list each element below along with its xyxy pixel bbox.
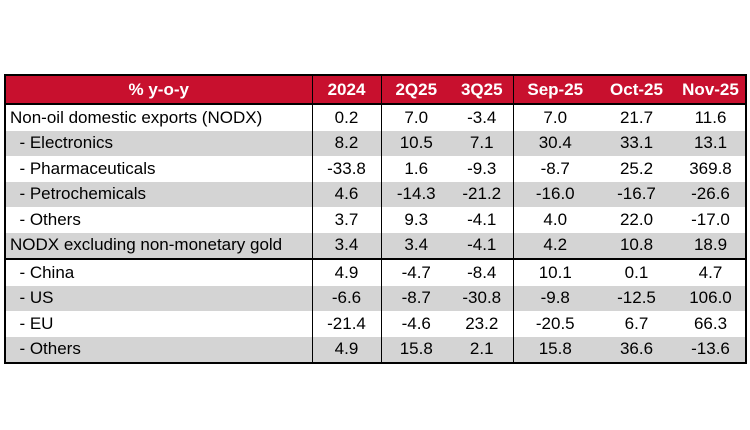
header-2q25: 2Q25 xyxy=(380,74,451,105)
cell-nov-25: 18.9 xyxy=(676,232,747,259)
cell-3q25: -9.3 xyxy=(467,158,497,178)
cell-oct-25: 22.0 xyxy=(619,209,654,229)
cell-3q25: 7.1 xyxy=(451,130,513,156)
table-body: Non-oil domestic exports (NODX) 0.2 7.0 -3.… xyxy=(4,104,747,364)
cell-2q25: 7.0 xyxy=(380,104,451,131)
row-label: - Others xyxy=(4,207,312,233)
cell-oct-25: 21.7 xyxy=(619,107,654,127)
cell-3q25: -30.8 xyxy=(451,285,513,311)
header-row: % y-o-y 2024 2Q25 3Q25 Sep-25 Oct-25 Nov… xyxy=(4,74,747,105)
cell-2q25: -14.3 xyxy=(380,181,451,207)
cell-nov-25: -26.6 xyxy=(676,181,747,207)
row-label: - Electronics xyxy=(4,130,312,156)
table-row: - Electronics 8.2 10.5 7.1 30.4 33.1 13.1 xyxy=(4,130,747,156)
cell-nov-25: 369.8 xyxy=(676,156,747,182)
cell-oct-25: 25.2 xyxy=(619,158,654,178)
cell-oct-25: 36.6 xyxy=(597,336,676,364)
cell-2q25: -4.7 xyxy=(380,258,451,286)
cell-nov-25: 11.6 xyxy=(676,104,747,131)
cell-nov-25: -17.0 xyxy=(676,207,747,233)
cell-nov-25: -13.6 xyxy=(676,336,747,364)
cell-nov-25: 106.0 xyxy=(676,285,747,311)
cell-2q25: -4.6 xyxy=(380,311,451,337)
cell-sep-25: 30.4 xyxy=(512,130,597,156)
cell-2024: -6.6 xyxy=(311,285,381,311)
cell-2024: -21.4 xyxy=(311,311,381,337)
header-sep25: Sep-25 xyxy=(512,74,597,105)
header-label: % y-o-y xyxy=(4,74,312,105)
nodx-growth-table: % y-o-y 2024 2Q25 3Q25 Sep-25 Oct-25 Nov… xyxy=(4,74,747,364)
cell-oct-25: 10.8 xyxy=(597,232,676,259)
cell-nov-25: 13.1 xyxy=(676,130,747,156)
row-label: Non-oil domestic exports (NODX) xyxy=(4,104,312,131)
cell-2024: -33.8 xyxy=(311,156,381,182)
cell-oct-25: -12.5 xyxy=(597,285,676,311)
cell-2024: 4.9 xyxy=(311,258,381,286)
cell-2024: 3.7 xyxy=(311,207,381,233)
row-label: - US xyxy=(4,285,312,311)
header-3q25: 3Q25 xyxy=(451,74,513,105)
cell-sep-25: 10.1 xyxy=(512,258,597,286)
row-label: - Petrochemicals xyxy=(4,181,312,207)
cell-sep-25: -16.0 xyxy=(512,181,597,207)
cell-nov-25: 66.3 xyxy=(676,311,747,337)
table-row: NODX excluding non-monetary gold 3.4 3.4 -4… xyxy=(4,232,747,259)
cell-oct-25: 33.1 xyxy=(597,130,676,156)
cell-3q25: -4.1 xyxy=(467,209,497,229)
cell-3q25: -3.4 xyxy=(467,107,497,127)
cell-2q25: 10.5 xyxy=(380,130,451,156)
cell-sep-25: -8.7 xyxy=(512,156,597,182)
cell-oct-25: 6.7 xyxy=(624,313,649,333)
cell-2024: 4.9 xyxy=(311,336,381,364)
cell-sep-25: 15.8 xyxy=(512,336,597,364)
cell-2q25: 9.3 xyxy=(380,207,451,233)
header-oct25: Oct-25 xyxy=(597,74,676,105)
cell-2024: 0.2 xyxy=(311,104,381,131)
cell-3q25: 2.1 xyxy=(451,336,513,364)
row-label: - Pharmaceuticals xyxy=(4,156,312,182)
table-row: - EU -21.4 -4.6 23.2 -20.5 6.7 66.3 xyxy=(4,311,747,337)
cell-3q25: -8.4 xyxy=(451,258,513,286)
cell-3q25: -21.2 xyxy=(451,181,513,207)
table-row: - China 4.9 -4.7 -8.4 10.1 0.1 4.7 xyxy=(4,258,747,286)
row-label: NODX excluding non-monetary gold xyxy=(4,232,312,259)
cell-3q25: 23.2 xyxy=(465,313,499,333)
cell-nov-25: 4.7 xyxy=(676,258,747,286)
table-row: - Others 4.9 15.8 2.1 15.8 36.6 -13.6 xyxy=(4,336,747,364)
cell-sep-25: 7.0 xyxy=(512,104,597,131)
table-row: - Pharmaceuticals -33.8 1.6 -9.3 -8.7 25.2 369… xyxy=(4,156,747,182)
table-row: - US -6.6 -8.7 -30.8 -9.8 -12.5 106.0 xyxy=(4,285,747,311)
cell-sep-25: -20.5 xyxy=(512,311,597,337)
cell-sep-25: -9.8 xyxy=(512,285,597,311)
cell-oct-25: -16.7 xyxy=(597,181,676,207)
header-2024: 2024 xyxy=(311,74,381,105)
row-label: - China xyxy=(4,258,312,286)
cell-2q25: 3.4 xyxy=(380,232,451,259)
cell-2q25: 15.8 xyxy=(380,336,451,364)
cell-sep-25: 4.2 xyxy=(512,232,597,259)
cell-2q25: -8.7 xyxy=(380,285,451,311)
table-row: - Petrochemicals 4.6 -14.3 -21.2 -16.0 -16.7-… xyxy=(4,181,747,207)
nodx-table-container: % y-o-y 2024 2Q25 3Q25 Sep-25 Oct-25 Nov… xyxy=(4,74,747,364)
cell-2024: 8.2 xyxy=(311,130,381,156)
header-nov25: Nov-25 xyxy=(676,74,747,105)
cell-2024: 3.4 xyxy=(311,232,381,259)
cell-2024: 4.6 xyxy=(311,181,381,207)
row-label: - EU xyxy=(4,311,312,337)
cell-3q25: -4.1 xyxy=(451,232,513,259)
cell-oct-25: 0.1 xyxy=(597,258,676,286)
table-row: Non-oil domestic exports (NODX) 0.2 7.0 -3.… xyxy=(4,104,747,131)
row-label: - Others xyxy=(4,336,312,364)
cell-sep-25: 4.0 xyxy=(512,207,597,233)
cell-2q25: 1.6 xyxy=(380,156,451,182)
table-row: - Others 3.7 9.3 -4.1 4.0 22.0 -17.0 xyxy=(4,207,747,233)
